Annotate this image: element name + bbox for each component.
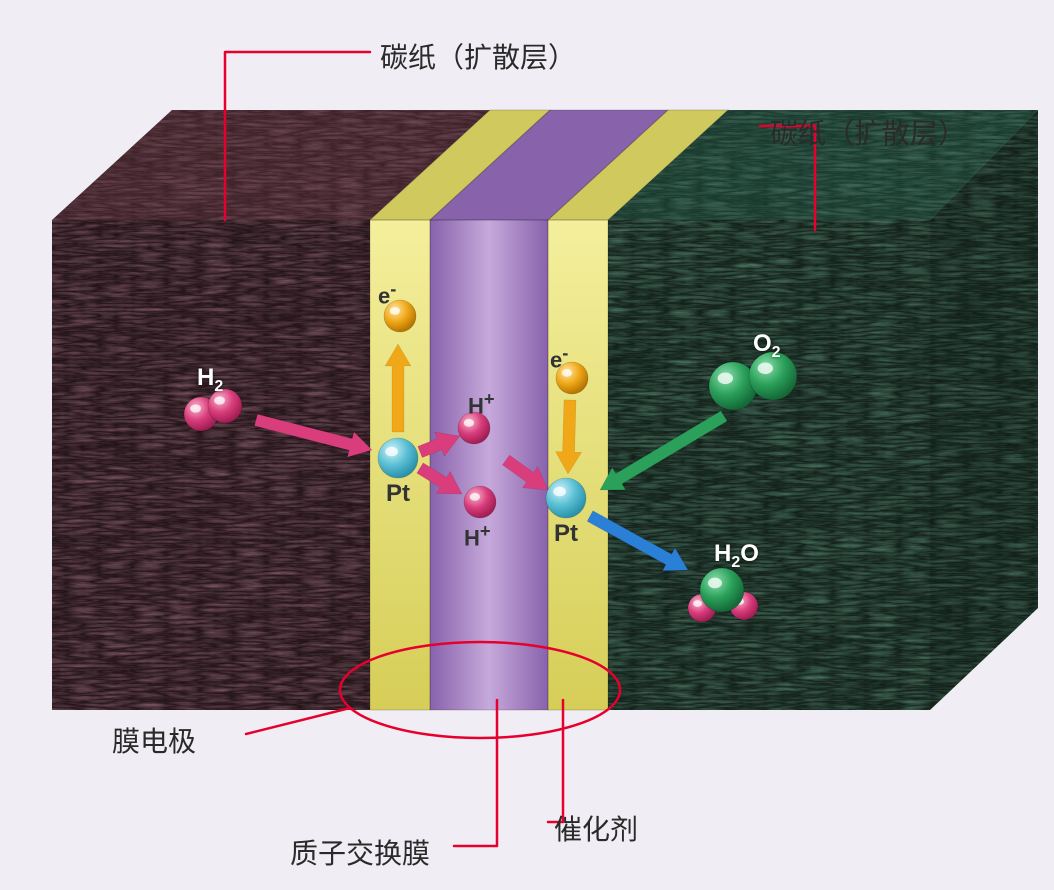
- label-proton-exchange-membrane: 质子交换膜: [290, 832, 430, 872]
- label-carbon-paper-right: 碳纸（扩散层）: [770, 112, 966, 152]
- label-pt-right: Pt: [554, 520, 578, 548]
- label-o2: O2: [753, 330, 781, 362]
- label-hplus-top: H+: [468, 388, 495, 419]
- label-electron-right: e-: [550, 342, 568, 373]
- label-membrane-electrode: 膜电极: [112, 720, 196, 760]
- label-h2: H2: [197, 364, 223, 396]
- label-hplus-bottom: H+: [464, 520, 491, 551]
- label-pt-left: Pt: [386, 480, 410, 508]
- label-h2o: H2O: [714, 540, 759, 572]
- diagram-canvas: 碳纸（扩散层） 碳纸（扩散层） 膜电极 质子交换膜 催化剂 H2 O2 H2O …: [0, 0, 1054, 890]
- label-catalyst: 催化剂: [554, 808, 638, 848]
- label-carbon-paper-left: 碳纸（扩散层）: [380, 36, 576, 76]
- label-electron-left: e-: [378, 278, 396, 309]
